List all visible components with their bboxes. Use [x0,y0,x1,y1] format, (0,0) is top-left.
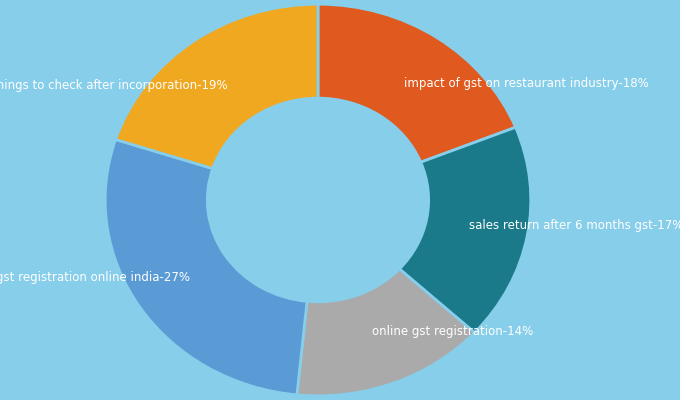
Text: impact of gst on restaurant industry-18%: impact of gst on restaurant industry-18% [404,77,649,90]
Wedge shape [116,4,318,168]
Text: gst registration online india-27%: gst registration online india-27% [0,271,190,284]
Text: online gst registration-14%: online gst registration-14% [373,325,534,338]
Wedge shape [105,140,307,395]
Wedge shape [297,269,475,396]
Wedge shape [399,127,531,333]
Text: things to check after incorporation-19%: things to check after incorporation-19% [0,80,228,92]
Wedge shape [318,4,515,162]
Text: sales return after 6 months gst-17%: sales return after 6 months gst-17% [469,219,680,232]
